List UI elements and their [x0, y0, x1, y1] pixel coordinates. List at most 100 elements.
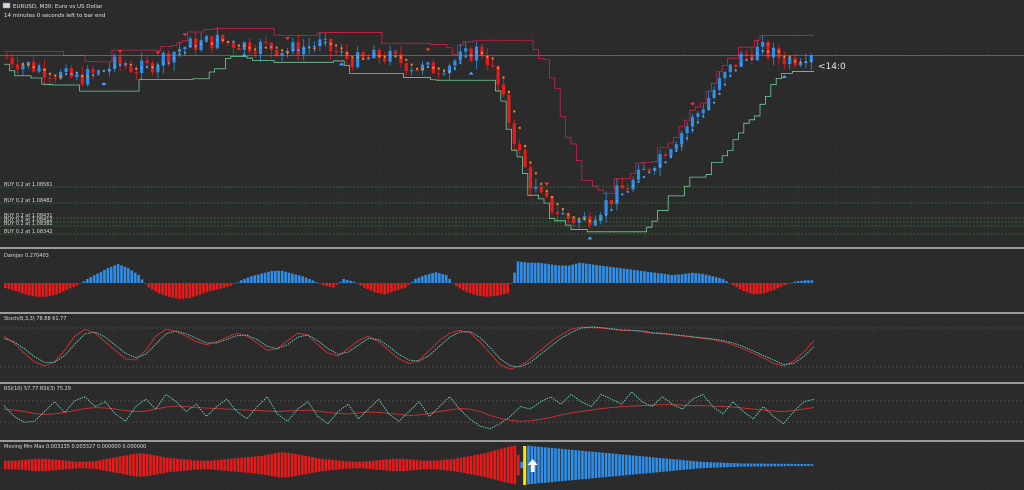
candle-body — [507, 94, 511, 123]
candle-body — [485, 56, 489, 66]
rsi-panel[interactable] — [0, 391, 1024, 430]
ma-dot — [356, 56, 359, 59]
candle-body — [744, 53, 749, 55]
damjan-bar — [284, 271, 287, 283]
candle-body — [528, 167, 533, 189]
candle-body — [631, 179, 635, 190]
mmm-bar — [473, 455, 476, 475]
damjan-bar — [605, 266, 609, 283]
ma-dot — [632, 184, 635, 187]
damjan-bar — [523, 262, 527, 283]
mmm-bar — [78, 461, 81, 469]
damjan-bar — [595, 265, 598, 283]
mmm-bar — [85, 461, 88, 469]
damjan-bar — [721, 278, 725, 283]
ma-dot — [351, 56, 354, 59]
mmm-bar — [172, 458, 176, 472]
damjan-bar — [297, 275, 301, 283]
damjan-bar — [731, 283, 735, 286]
main-price-panel[interactable] — [0, 27, 1024, 240]
white-up-arrow-icon — [527, 459, 538, 472]
ma-dot — [313, 47, 316, 50]
damjan-bar — [766, 283, 769, 293]
damjan-bar — [7, 283, 11, 290]
damjan-bar — [769, 283, 773, 292]
damjan-bar — [318, 283, 322, 284]
damjan-bar — [55, 283, 58, 295]
mmm-bar — [783, 463, 787, 467]
damjan-bar — [10, 283, 14, 291]
mmm-bar — [780, 463, 783, 467]
damjan-bar — [472, 283, 475, 295]
mmm-bar — [10, 460, 14, 470]
candle-body — [739, 53, 743, 67]
ma-dot — [162, 62, 165, 65]
ma-dot — [102, 69, 105, 72]
damjan-bar — [222, 283, 226, 288]
mmm-bar — [685, 460, 689, 470]
ma-dot — [237, 44, 240, 47]
damjan-bar — [34, 283, 38, 297]
candle-body — [496, 65, 500, 85]
candle-body — [636, 169, 641, 180]
damjan-bar — [267, 271, 270, 283]
stochastic-panel[interactable] — [0, 326, 1024, 370]
mmm-bar — [368, 460, 372, 470]
ma-dot — [545, 190, 548, 193]
ma-dot — [788, 56, 791, 59]
damjan-bar — [212, 283, 216, 291]
damjan-bar — [742, 283, 745, 292]
damjan-bar — [509, 283, 513, 284]
order-lines[interactable]: BUY 0.2 at 1.08561 BUY 0.2 at 1.08482 BUY … — [0, 182, 1024, 235]
damjan-bar — [708, 275, 711, 283]
mmm-bar — [425, 460, 429, 470]
ma-dot — [480, 51, 483, 54]
damjan-bar — [328, 283, 332, 287]
damjan-bar — [133, 272, 137, 283]
ma-dot — [448, 70, 451, 73]
damjan-histogram-panel[interactable] — [4, 261, 814, 300]
damjan-bar — [270, 270, 274, 283]
ma-dot — [534, 172, 537, 175]
mmm-bar — [628, 455, 631, 475]
mmm-bar — [193, 460, 196, 470]
damjan-bar — [198, 283, 202, 295]
damjan-bar — [280, 270, 284, 283]
damjan-bar — [379, 283, 383, 294]
candle-body — [264, 41, 268, 43]
mmm-bar — [773, 463, 777, 467]
mmm-bar — [760, 463, 763, 467]
damjan-bar — [663, 274, 667, 283]
panel-separators[interactable] — [0, 247, 1024, 442]
mmm-bar — [220, 459, 223, 471]
ma-dot — [97, 73, 100, 76]
ma-dot — [200, 42, 203, 45]
mmm-bar — [274, 453, 277, 477]
damjan-bar — [783, 283, 786, 286]
ma-dot — [232, 40, 235, 43]
candle-body — [356, 52, 360, 68]
damjan-bar — [397, 283, 400, 290]
candle-body — [620, 185, 624, 189]
ma-dot — [205, 40, 208, 43]
damjan-bar — [530, 262, 533, 283]
damjan-bar — [253, 275, 257, 283]
damjan-bar — [256, 274, 260, 283]
mmm-bar — [125, 455, 129, 475]
mmm-bar — [260, 455, 264, 475]
mmm-bar — [797, 463, 800, 467]
damjan-bar — [373, 283, 376, 293]
candle-body — [599, 214, 603, 221]
mmm-bar — [513, 445, 517, 485]
damjan-bar — [585, 263, 588, 283]
ma-dot — [599, 218, 602, 221]
damjan-bar — [75, 283, 79, 286]
damjan-bar — [48, 283, 52, 297]
moving-min-max-panel[interactable] — [4, 445, 814, 485]
damjan-bar — [427, 274, 431, 283]
candle-body — [399, 54, 403, 64]
mmm-bar — [452, 458, 456, 472]
mmm-bar — [510, 446, 513, 484]
candle-body — [26, 62, 30, 65]
